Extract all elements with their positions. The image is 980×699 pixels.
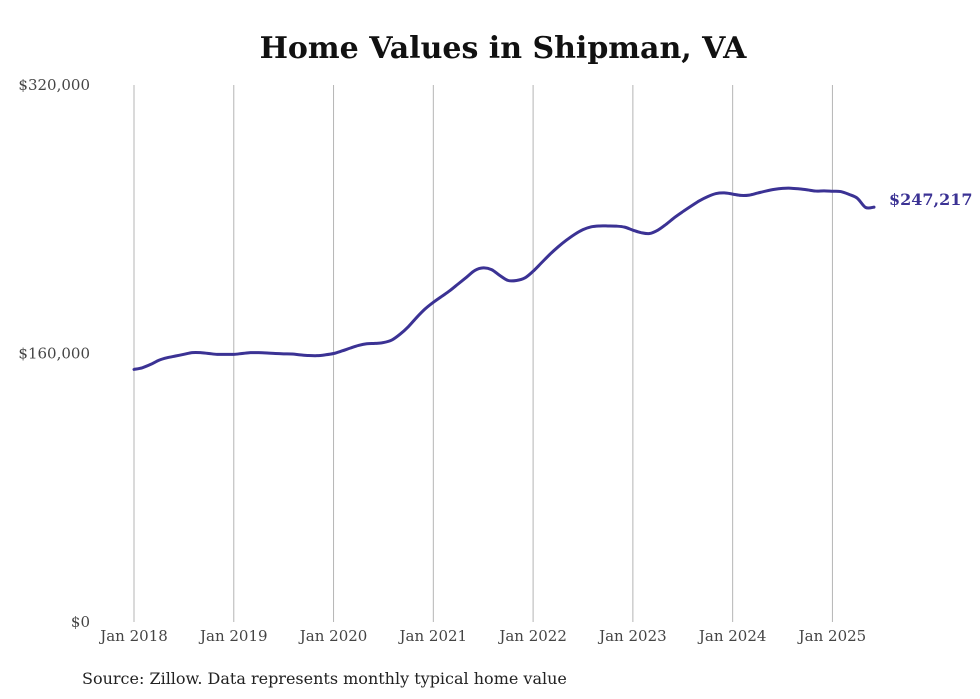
y-axis-ticks: $0 $160,000 $320,000	[18, 76, 90, 631]
x-tick-label: Jan 2021	[398, 627, 468, 645]
x-axis-ticks: Jan 2018 Jan 2019 Jan 2020 Jan 2021 Jan 2022…	[98, 627, 866, 645]
x-tick-label: Jan 2019	[198, 627, 268, 645]
y-tick-label: $320,000	[18, 76, 90, 94]
source-note: Source: Zillow. Data represents monthly …	[82, 669, 567, 688]
x-tick-label: Jan 2023	[597, 627, 667, 645]
chart-title: Home Values in Shipman, VA	[260, 31, 748, 66]
x-tick-label: Jan 2020	[298, 627, 368, 645]
y-tick-label: $160,000	[18, 345, 90, 363]
y-tick-label: $0	[71, 613, 90, 631]
series-line	[132, 186, 876, 371]
end-value-label: $247,217	[889, 190, 973, 209]
x-tick-label: Jan 2018	[98, 627, 168, 645]
x-tick-label: Jan 2022	[497, 627, 567, 645]
x-tick-label: Jan 2025	[797, 627, 867, 645]
x-tick-label: Jan 2024	[697, 627, 767, 645]
